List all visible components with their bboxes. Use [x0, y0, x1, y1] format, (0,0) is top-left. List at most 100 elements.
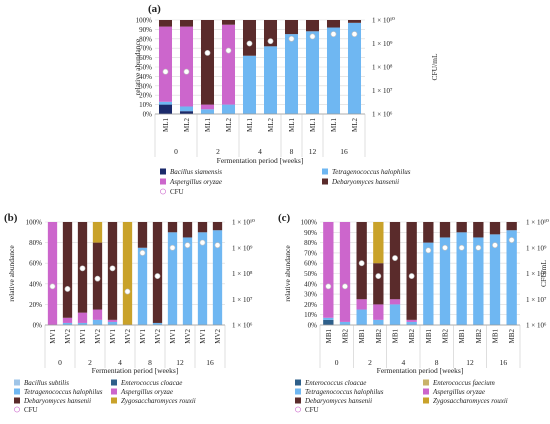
- y2-tick-label: 1 × 10⁸: [372, 64, 393, 72]
- chart-panel-0: (a) 0% 10%20% 30%40%50% 60%70% 80%90%100% rela…: [133, 3, 439, 196]
- bar-segment-tetragenococcus-halophilus: [423, 242, 434, 325]
- legend-label: Debaryomyces hansenii: [331, 178, 399, 186]
- y-tick-label: 100%: [26, 219, 43, 227]
- y2-tick-label: 1 × 10⁷: [526, 296, 547, 304]
- y-tick-label: 80%: [304, 239, 317, 247]
- bar-segment-aspergillus-oryzae: [62, 317, 73, 323]
- y2-tick-label: 1 × 10⁸: [232, 270, 253, 278]
- bar-segment-tetragenococcus-halophilus: [506, 230, 517, 325]
- legend-label: Aspergillus oryzae: [120, 388, 173, 396]
- y2-tick-label: 1 × 10¹⁰: [232, 219, 255, 227]
- bar-segment-aspergillus-oryzae: [92, 309, 103, 320]
- group-label: 8: [290, 147, 294, 156]
- legend-label: Enterococcus cloacae: [304, 379, 366, 387]
- x-tick-label: MB2: [475, 329, 483, 344]
- x-tick-label: MB2: [442, 329, 450, 344]
- x-tick-label: MB1: [325, 329, 333, 344]
- bar-segment-tetragenococcus-halophilus: [389, 304, 401, 325]
- bar-segment-enterococcus-cloacae: [323, 319, 334, 325]
- bar-segment-tetragenococcus-halophilus: [284, 34, 299, 114]
- legend-label: Tetragenococcus halophilus: [24, 388, 103, 396]
- bar-segment-tetragenococcus-halophilus: [242, 55, 257, 114]
- legend-marker: [160, 188, 166, 195]
- y-axis-label: relative abundance: [133, 38, 142, 95]
- group-label: 4: [258, 147, 262, 156]
- y2-tick-label: 1 × 10⁷: [372, 87, 393, 95]
- cfu-point: [49, 283, 56, 290]
- x-axis-label: Fermentation period [weeks]: [217, 156, 304, 165]
- x-tick-label: ML2: [225, 118, 233, 133]
- x-tick-label: ML1: [309, 118, 317, 133]
- y-tick-label: 10%: [304, 311, 317, 319]
- y-tick-label: 0%: [308, 322, 318, 330]
- cfu-point: [225, 47, 232, 54]
- x-tick-label: MB2: [508, 329, 516, 344]
- bar-segment-tetragenococcus-halophilus: [373, 319, 384, 325]
- x-tick-label: MB1: [492, 329, 500, 344]
- legend-label: Zygosaccharomyces rouxii: [121, 397, 196, 405]
- y-tick-label: 70%: [139, 45, 152, 53]
- bar-segment-tetragenococcus-halophilus: [92, 319, 103, 325]
- legend-swatch: [295, 379, 301, 386]
- bar-segment-aspergillus-oryzae: [47, 222, 58, 325]
- legend-label: Bacillus subtilis: [24, 379, 69, 387]
- bar-segment-debaryomyces-hansenii: [456, 222, 467, 233]
- cfu-point: [492, 242, 498, 249]
- cfu-point: [358, 260, 365, 267]
- y-tick-label: 100%: [301, 219, 318, 227]
- cfu-point: [109, 265, 116, 272]
- cfu-point: [79, 265, 86, 272]
- bar-segment-debaryomyces-hansenii: [137, 222, 148, 248]
- y2-tick-label: 1 × 10¹⁰: [526, 219, 549, 227]
- cfu-point: [184, 242, 191, 249]
- bar-segment-tetragenococcus-halophilus: [356, 309, 367, 325]
- bar-segment-tetragenococcus-halophilus: [77, 322, 88, 325]
- cfu-point: [139, 249, 146, 256]
- bar-segment-aspergillus-oryzae: [107, 319, 118, 322]
- legend-label: CFU: [24, 406, 38, 414]
- y-tick-label: 60%: [304, 260, 317, 268]
- bar-segment-tetragenococcus-halophilus: [158, 101, 173, 105]
- bar-segment-tetragenococcus-halophilus: [305, 31, 320, 115]
- bar-segment-aspergillus-oryzae: [339, 222, 351, 322]
- cfu-point: [267, 38, 274, 45]
- group-label: 4: [401, 358, 405, 367]
- y2-tick-label: 1 × 10⁶: [232, 322, 253, 330]
- y-axis-label: relative abundance: [7, 245, 16, 302]
- bar-segment-aspergillus-oryzae: [323, 222, 334, 318]
- bar-segment-debaryomyces-hansenii: [406, 222, 417, 320]
- x-tick-label: MB2: [375, 329, 383, 344]
- y-tick-label: 20%: [304, 301, 317, 309]
- legend-swatch: [423, 388, 429, 395]
- bar-segment-tetragenococcus-halophilus: [473, 237, 484, 325]
- y-tick-label: 50%: [304, 270, 317, 278]
- x-axis-label: Fermentation period [weeks]: [377, 366, 464, 375]
- x-tick-label: ML1: [204, 118, 212, 133]
- group-label: 12: [466, 358, 474, 367]
- bar-segment-debaryomyces-hansenii: [473, 222, 484, 238]
- panel-label: (b): [4, 212, 18, 224]
- y-axis-label: relative abundance: [283, 245, 292, 302]
- y-tick-label: 10%: [139, 101, 152, 109]
- y2-tick-label: 1 × 10⁹: [526, 244, 547, 252]
- cfu-point: [330, 31, 337, 37]
- cfu-point: [183, 68, 190, 75]
- y-tick-label: 0%: [143, 111, 153, 119]
- bar-segment-debaryomyces-hansenii: [305, 20, 320, 32]
- x-tick-label: MB2: [408, 329, 416, 344]
- x-tick-label: ML1: [330, 118, 338, 133]
- cfu-point: [458, 244, 465, 251]
- bar-segment-tetragenococcus-halophilus: [339, 321, 351, 325]
- bar-segment-tetragenococcus-halophilus: [182, 237, 193, 325]
- bar-segment-tetragenococcus-halophilus: [489, 234, 501, 325]
- cfu-point: [508, 237, 515, 243]
- y-tick-label: 80%: [139, 35, 152, 43]
- bar-segment-debaryomyces-hansenii: [423, 222, 434, 243]
- legend-label: Enterococcus faecium: [432, 379, 495, 387]
- bar-segment-debaryomyces-hansenii: [347, 20, 362, 23]
- bar-segment-bacillus-siamensis: [179, 111, 194, 114]
- bar-segment-bacillus-siamensis: [158, 104, 173, 114]
- bar-segment-aspergillus-oryzae: [356, 299, 367, 310]
- x-tick-label: MV2: [154, 329, 162, 344]
- group-label: 2: [368, 358, 372, 367]
